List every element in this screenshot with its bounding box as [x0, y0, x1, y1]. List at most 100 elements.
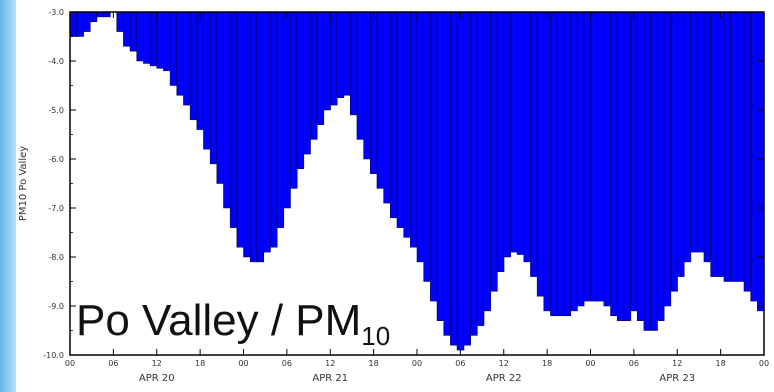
bar	[356, 11, 365, 140]
bar	[690, 11, 698, 253]
bar	[376, 11, 385, 189]
x-tick-label: 06	[455, 359, 465, 368]
y-tick-label: -4.0	[48, 57, 64, 66]
bar	[396, 11, 405, 228]
bar	[283, 11, 291, 209]
overlay-title: Po Valley / PM10	[76, 296, 390, 361]
x-tick-label: 12	[325, 359, 335, 368]
bar	[750, 11, 758, 302]
bar	[243, 11, 251, 258]
bar	[189, 11, 198, 121]
y-tick-label: -3.0	[48, 8, 64, 17]
bar	[390, 11, 398, 219]
bar	[636, 11, 645, 321]
bar	[423, 11, 431, 282]
bar	[216, 11, 225, 184]
bar	[616, 11, 625, 321]
bar	[169, 11, 178, 86]
bar	[256, 11, 265, 263]
bar	[303, 11, 311, 155]
bar	[643, 11, 652, 331]
bar	[550, 11, 558, 317]
y-tick-label: -7.0	[48, 204, 64, 213]
bar	[336, 11, 345, 98]
x-tick-label: 12	[672, 359, 682, 368]
overlay-title-text: Po Valley / PM	[76, 296, 362, 345]
bar	[343, 11, 351, 96]
bar	[363, 11, 371, 160]
bar	[510, 11, 518, 253]
bar	[330, 11, 338, 106]
bar	[476, 11, 485, 326]
bar	[670, 11, 678, 292]
bar	[483, 11, 491, 312]
x-tick-label: 00	[412, 359, 422, 368]
x-tick-label: 18	[195, 359, 205, 368]
bar	[416, 11, 425, 263]
bar	[496, 11, 505, 272]
bar	[596, 11, 605, 302]
bar	[149, 11, 158, 67]
bar	[503, 11, 511, 258]
bar	[176, 11, 184, 96]
bar	[276, 11, 285, 228]
date-label: APR 23	[659, 373, 695, 384]
bar	[516, 11, 525, 255]
bar	[650, 11, 658, 331]
bar	[263, 11, 271, 253]
bar	[536, 11, 545, 297]
bar	[530, 11, 538, 277]
bar	[89, 11, 98, 23]
bar	[743, 11, 752, 292]
bar	[463, 11, 471, 346]
x-tick-label: 12	[152, 359, 162, 368]
x-tick-label: 00	[759, 359, 769, 368]
bar	[570, 11, 578, 312]
x-tick-label: 06	[282, 359, 292, 368]
x-tick-label: 18	[542, 359, 552, 368]
x-tick-label: 06	[629, 359, 639, 368]
bar	[563, 11, 572, 317]
bar	[436, 11, 445, 321]
date-label: APR 20	[139, 373, 175, 384]
bar	[296, 11, 305, 170]
bar	[203, 11, 211, 150]
bar	[490, 11, 498, 292]
bar	[383, 11, 391, 204]
x-tick-label: 06	[108, 359, 118, 368]
bar	[583, 11, 592, 302]
bar	[69, 11, 78, 37]
date-label: APR 21	[312, 373, 348, 384]
bar	[656, 11, 665, 321]
y-tick-label: -5.0	[48, 106, 64, 115]
bar	[410, 11, 418, 248]
overlay-title-subscript: 10	[361, 321, 391, 351]
bar	[663, 11, 672, 307]
x-tick-label: 12	[499, 359, 509, 368]
bar	[183, 11, 191, 106]
y-tick-label: -6.0	[48, 155, 64, 164]
bar	[730, 11, 738, 282]
bar	[269, 11, 278, 248]
y-tick-label: -10.0	[43, 351, 64, 360]
bar	[116, 11, 124, 32]
bar	[630, 11, 638, 312]
bar	[610, 11, 618, 317]
x-tick-label: 00	[65, 359, 75, 368]
bar	[710, 11, 718, 277]
bar	[196, 11, 205, 130]
bar	[129, 11, 138, 52]
bar	[136, 11, 144, 62]
bar	[603, 11, 612, 307]
bar	[623, 11, 632, 321]
bar	[470, 11, 478, 336]
x-tick-label: 00	[238, 359, 248, 368]
bar	[223, 11, 231, 209]
left-decorative-strip	[0, 0, 16, 392]
bar	[289, 11, 298, 189]
bar	[683, 11, 692, 263]
y-tick-label: -9.0	[48, 302, 64, 311]
bar	[443, 11, 451, 336]
bar	[309, 11, 318, 140]
